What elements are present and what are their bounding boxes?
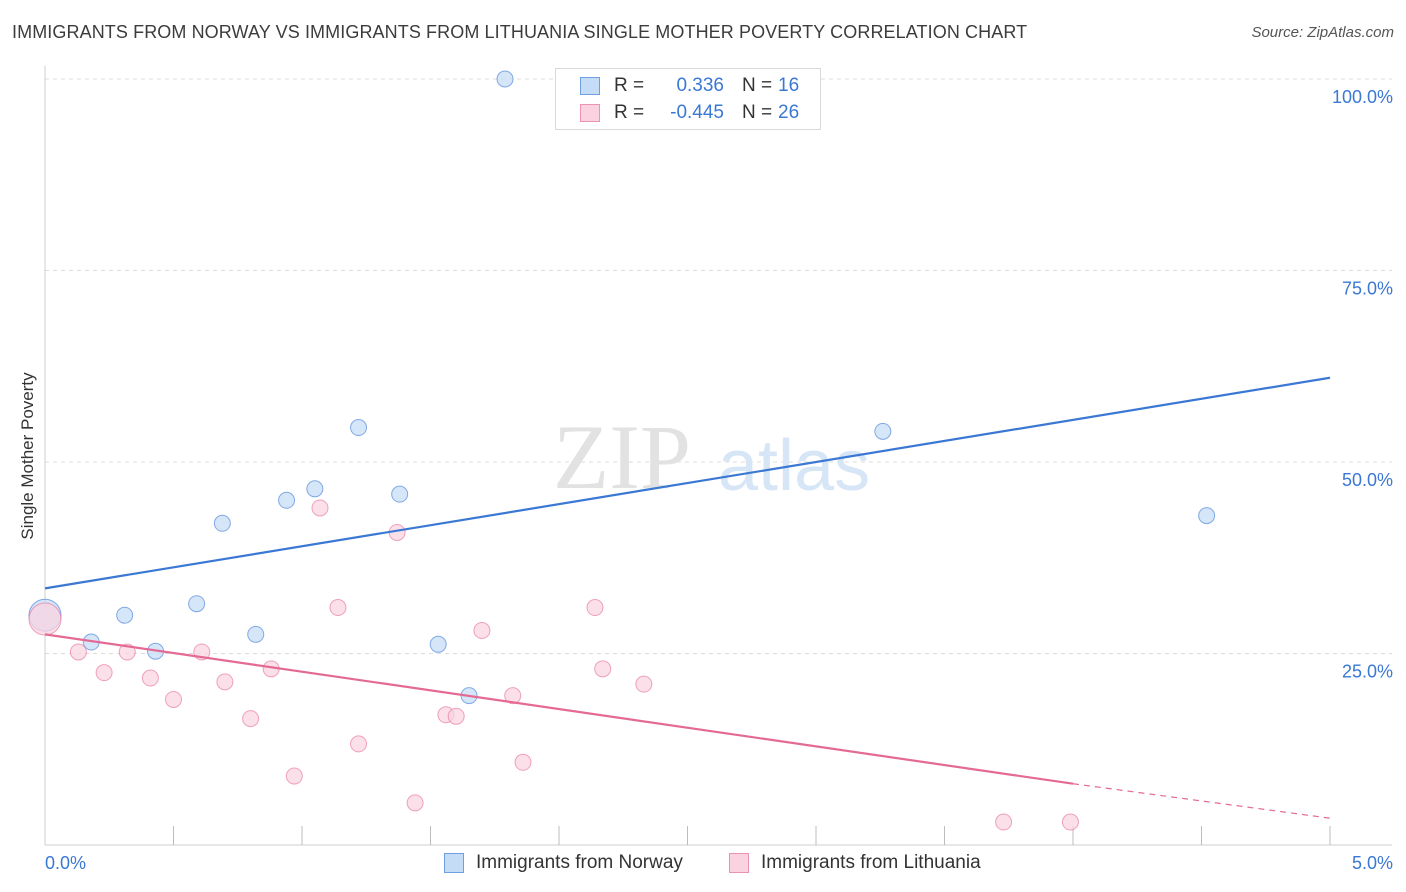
legend-swatch-norway <box>580 77 600 95</box>
norway-point <box>306 480 324 498</box>
r-value: 0.336 <box>676 75 724 96</box>
data-points <box>28 70 1216 831</box>
r-label: R = <box>614 102 645 123</box>
x-tick-label: 0.0% <box>45 853 86 873</box>
legend-swatch-lithuania <box>729 853 749 873</box>
lithuania-point <box>95 664 113 682</box>
legend-swatch-norway <box>444 853 464 873</box>
r-label: R = <box>614 75 645 96</box>
lithuania-trend-extension <box>1072 783 1331 819</box>
n-label: N = <box>742 102 773 123</box>
lithuania-trend-line <box>44 633 1074 785</box>
lithuania-point <box>216 673 234 691</box>
legend-label-lithuania: Immigrants from Lithuania <box>761 852 981 873</box>
y-tick-label: 25.0% <box>1342 662 1393 682</box>
lithuania-point <box>141 669 159 687</box>
chart-title: IMMIGRANTS FROM NORWAY VS IMMIGRANTS FRO… <box>12 22 1028 42</box>
n-value: 26 <box>778 102 800 123</box>
norway-point <box>350 419 368 437</box>
lithuania-point <box>242 710 260 728</box>
norway-point <box>429 635 447 653</box>
norway-point <box>496 70 514 88</box>
x-tick-label: 5.0% <box>1352 853 1393 873</box>
lithuania-point <box>594 660 612 678</box>
series-legend: Immigrants from Norway Immigrants from L… <box>0 852 1406 878</box>
y-tick-label: 50.0% <box>1342 470 1393 490</box>
trend-lines <box>44 376 1331 819</box>
lithuania-point <box>995 813 1013 831</box>
norway-point <box>874 422 892 440</box>
watermark: ZIP atlas <box>553 406 870 508</box>
norway-point <box>391 485 409 503</box>
lithuania-point <box>635 675 653 693</box>
lithuania-point <box>514 753 532 771</box>
correlation-legend: R = 0.336 N = 16 R = -0.445 N = 26 <box>555 68 821 130</box>
lithuania-point <box>311 499 329 517</box>
legend-label-norway: Immigrants from Norway <box>476 852 683 873</box>
y-tick-label: 100.0% <box>1332 87 1393 107</box>
lithuania-point <box>504 687 522 705</box>
lithuania-point <box>69 643 87 661</box>
lithuania-point <box>329 599 347 617</box>
legend-swatch-lithuania <box>580 104 600 122</box>
norway-point <box>1198 507 1216 525</box>
lithuania-point <box>447 707 465 725</box>
legend-item-norway: Immigrants from Norway <box>444 852 683 874</box>
r-value: -0.445 <box>670 102 724 123</box>
norway-point <box>278 491 296 509</box>
lithuania-point <box>28 602 62 636</box>
lithuania-point <box>473 622 491 640</box>
watermark-zip: ZIP <box>553 406 691 508</box>
axes <box>44 66 1392 846</box>
legend-item-lithuania: Immigrants from Lithuania <box>729 852 981 874</box>
legend-row-lithuania: R = -0.445 N = 26 <box>580 102 799 124</box>
norway-trend-line <box>44 376 1331 590</box>
norway-point <box>247 625 265 643</box>
norway-point <box>213 514 231 532</box>
n-value: 16 <box>778 75 800 96</box>
legend-row-norway: R = 0.336 N = 16 <box>580 75 799 97</box>
lithuania-point <box>350 735 368 753</box>
tick-labels: 25.0% 50.0% 75.0% 100.0% 0.0% 5.0% <box>45 87 1393 873</box>
lithuania-point <box>165 690 182 708</box>
lithuania-point <box>586 599 604 617</box>
norway-point <box>116 606 134 624</box>
lithuania-point <box>285 767 303 785</box>
y-tick-label: 75.0% <box>1342 279 1393 299</box>
norway-point <box>188 595 206 613</box>
source-label: Source: ZipAtlas.com <box>1251 24 1394 41</box>
n-label: N = <box>742 75 773 96</box>
lithuania-point <box>406 794 424 812</box>
lithuania-point <box>1061 813 1079 831</box>
grid-lines <box>45 78 1392 654</box>
